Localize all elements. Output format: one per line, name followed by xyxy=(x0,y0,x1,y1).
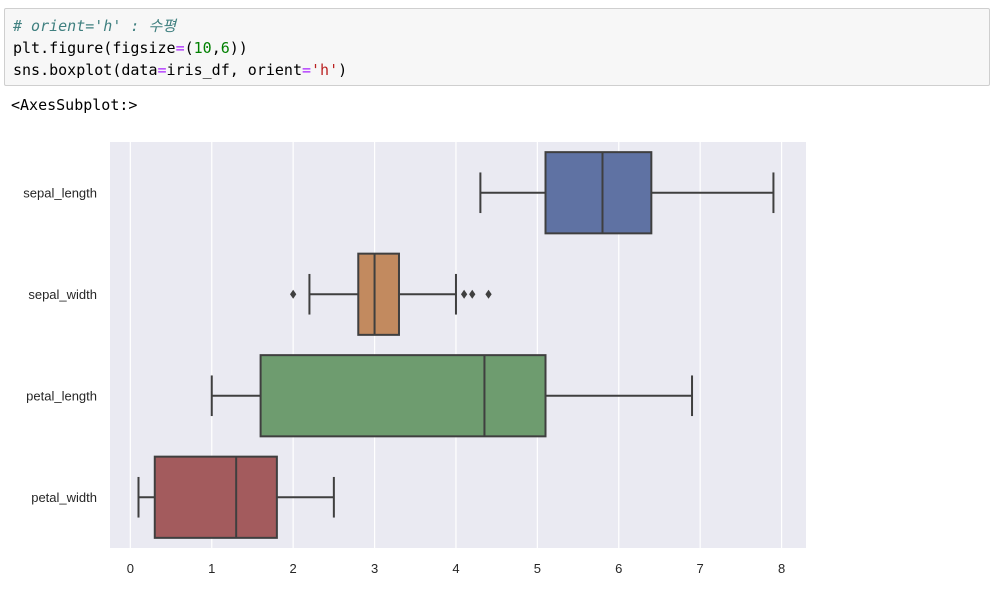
x-tick-label: 7 xyxy=(697,561,704,576)
code-line-boxplot: sns.boxplot(data=iris_df, orient='h') xyxy=(13,59,989,81)
outlier-point xyxy=(485,289,492,299)
code-comment: # orient='h' : 수평 xyxy=(13,17,177,35)
x-tick-label: 8 xyxy=(778,561,785,576)
outlier-point xyxy=(290,289,297,299)
y-tick-label: sepal_length xyxy=(23,185,97,200)
x-tick-label: 1 xyxy=(208,561,215,576)
code-token: = xyxy=(157,61,167,79)
code-token: )) xyxy=(229,39,248,57)
box-body xyxy=(357,252,400,336)
code-token: = xyxy=(175,39,185,57)
code-token: , xyxy=(211,39,221,57)
code-token: ) xyxy=(338,61,348,79)
box-sepal_width xyxy=(290,252,492,336)
code-token: 6 xyxy=(220,39,230,57)
output-repr: <AxesSubplot:> xyxy=(11,96,138,114)
y-tick-label: petal_length xyxy=(26,388,97,403)
code-token: ( xyxy=(184,39,194,57)
box-petal_width xyxy=(137,455,335,539)
x-tick-label: 5 xyxy=(534,561,541,576)
code-token: = xyxy=(302,61,312,79)
box-body xyxy=(153,455,278,539)
code-token: plt.figure(figsize xyxy=(13,39,176,57)
boxes-group xyxy=(137,151,775,539)
y-tick-label: petal_width xyxy=(31,490,97,505)
code-token: sns.boxplot(data xyxy=(13,61,158,79)
y-tick-labels: sepal_length sepal_width petal_lengthpetal… xyxy=(23,185,97,505)
x-tick-labels: 0 1 2 3 4 5 6 7 8 xyxy=(127,561,785,576)
code-token: 10 xyxy=(193,39,212,57)
outlier-point xyxy=(469,289,476,299)
x-tick-label: 2 xyxy=(290,561,297,576)
box-body xyxy=(544,151,653,235)
code-token: iris_df, orient xyxy=(166,61,302,79)
y-tick-label: sepal_width xyxy=(28,287,97,302)
x-tick-label: 4 xyxy=(452,561,459,576)
box-sepal_length xyxy=(479,151,775,235)
box-body xyxy=(259,354,547,438)
x-tick-label: 3 xyxy=(371,561,378,576)
x-tick-label: 0 xyxy=(127,561,134,576)
outlier-point xyxy=(460,289,468,299)
box-petal_length xyxy=(210,354,694,438)
code-line-comment: # orient='h' : 수평 xyxy=(13,15,989,37)
code-line-figure: plt.figure(figsize=(10,6)) xyxy=(13,37,989,59)
x-tick-label: 6 xyxy=(615,561,622,576)
code-cell[interactable]: # orient='h' : 수평 plt.figure(figsize=(10… xyxy=(4,8,990,86)
code-token: 'h' xyxy=(311,61,339,79)
